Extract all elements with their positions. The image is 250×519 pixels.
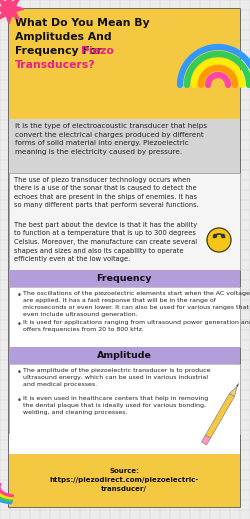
Text: Source:
https://piezodirect.com/piezoelectric-
transducer/: Source: https://piezodirect.com/piezoele…: [50, 468, 199, 492]
Text: It is even used in healthcare centers that help in removing
the dental plaque th: It is even used in healthcare centers th…: [23, 396, 208, 415]
Text: What Do You Mean By: What Do You Mean By: [15, 18, 150, 28]
Bar: [9, 454, 240, 507]
Polygon shape: [202, 435, 210, 445]
Bar: [9, 173, 240, 270]
Text: •: •: [17, 396, 22, 405]
Text: Transducers?: Transducers?: [15, 60, 96, 70]
Bar: [9, 119, 240, 173]
Text: It is the type of electroacoustic transducer that helps
convert the electrical c: It is the type of electroacoustic transd…: [15, 123, 207, 155]
Text: Piezo: Piezo: [81, 46, 114, 56]
Circle shape: [222, 235, 224, 238]
Polygon shape: [236, 383, 239, 387]
Text: •: •: [17, 320, 22, 329]
Text: The oscillations of the piezoelectric elements start when the AC voltages
are ap: The oscillations of the piezoelectric el…: [23, 291, 250, 317]
Text: The amplitude of the piezoelectric transducer is to produce
ultrasound energy, w: The amplitude of the piezoelectric trans…: [23, 368, 210, 387]
Text: It is used for applications ranging from ultrasound power generation and
offers : It is used for applications ranging from…: [23, 320, 250, 332]
Bar: [9, 270, 240, 287]
Text: The best part about the device is that it has the ability
to function at a tempe: The best part about the device is that i…: [14, 222, 197, 262]
Text: Amplitude: Amplitude: [96, 351, 152, 360]
Circle shape: [207, 228, 231, 252]
Polygon shape: [230, 386, 237, 397]
Polygon shape: [22, 471, 44, 491]
Bar: [9, 9, 240, 119]
Bar: [9, 287, 240, 347]
Text: Frequency: Frequency: [96, 274, 152, 283]
Text: Amplitudes And: Amplitudes And: [15, 32, 112, 42]
Bar: [9, 434, 240, 454]
Text: •: •: [17, 291, 22, 300]
Polygon shape: [0, 0, 24, 24]
Text: Frequency For: Frequency For: [15, 46, 106, 56]
Bar: [9, 347, 240, 364]
Polygon shape: [206, 393, 234, 438]
Text: The use of piezo transducer technology occurs when
there is a use of the sonar t: The use of piezo transducer technology o…: [14, 177, 199, 209]
Text: •: •: [17, 368, 22, 377]
Bar: [9, 364, 240, 434]
Circle shape: [214, 235, 216, 238]
